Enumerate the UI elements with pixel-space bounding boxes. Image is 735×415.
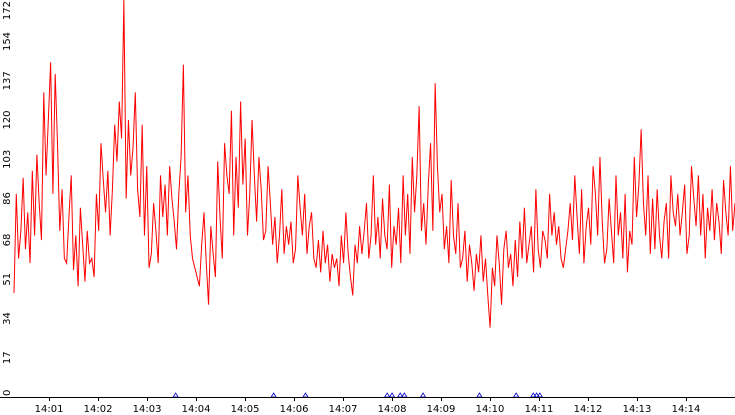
event-markers: [172, 392, 544, 398]
x-tick-label: 14:03: [133, 404, 162, 415]
y-tick-label: 51: [2, 273, 13, 286]
y-axis-ticks: 0 17 34 51 68 86 103 120 137 154 172: [2, 1, 13, 396]
event-marker-8: [476, 392, 483, 398]
event-marker-4: [388, 392, 396, 398]
x-tick-label: 14:01: [35, 404, 64, 415]
x-axis-ticks: 14:01 14:02 14:03 14:04 14:05 14:06 14:07 14:08…: [35, 397, 701, 415]
event-marker-2: [302, 392, 309, 398]
x-tick-label: 14:14: [672, 404, 701, 415]
x-tick-label: 14:04: [182, 404, 211, 415]
y-tick-label: 17: [2, 351, 13, 364]
event-marker-1: [270, 392, 277, 398]
event-marker-0: [172, 392, 179, 398]
x-tick-label: 14:08: [378, 404, 407, 415]
x-tick-label: 14:07: [329, 404, 358, 415]
series-group: [13, 0, 735, 328]
x-tick-label: 14:13: [623, 404, 652, 415]
series-line-0: [13, 0, 735, 328]
x-tick-label: 14:11: [525, 404, 554, 415]
y-tick-label: 68: [2, 234, 13, 247]
y-tick-label: 137: [2, 71, 13, 90]
x-tick-label: 14:02: [84, 404, 113, 415]
y-tick-label: 103: [2, 150, 13, 169]
y-tick-label: 120: [2, 110, 13, 129]
x-tick-label: 14:12: [574, 404, 603, 415]
y-tick-label: 34: [2, 312, 13, 325]
event-marker-6: [401, 392, 408, 398]
event-marker-9: [512, 392, 520, 398]
y-tick-label: 154: [2, 32, 13, 51]
x-tick-label: 14:09: [427, 404, 456, 415]
event-marker-7: [419, 392, 427, 398]
x-tick-label: 14:05: [231, 404, 260, 415]
x-tick-label: 14:10: [476, 404, 505, 415]
y-tick-label: 172: [2, 1, 13, 20]
y-tick-label: 86: [2, 192, 13, 205]
y-tick-label: 0: [2, 390, 13, 396]
x-tick-label: 14:06: [280, 404, 309, 415]
event-marker-3: [383, 392, 391, 398]
